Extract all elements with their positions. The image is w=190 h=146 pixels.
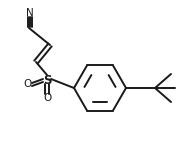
- Text: O: O: [43, 93, 51, 103]
- Text: O: O: [24, 79, 32, 89]
- Text: S: S: [43, 73, 51, 86]
- Text: N: N: [26, 8, 34, 18]
